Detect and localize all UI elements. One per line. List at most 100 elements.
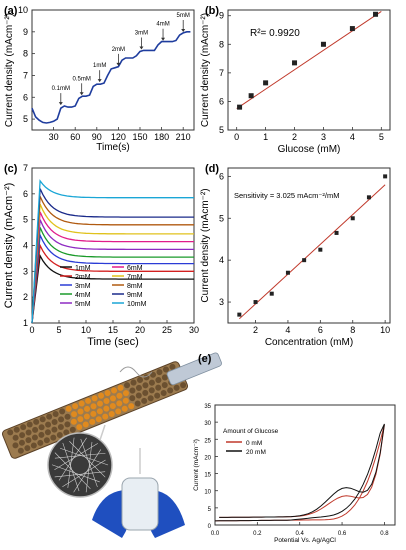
nanoparticle — [39, 416, 46, 423]
nanoparticle — [65, 405, 72, 412]
nanoparticle — [38, 424, 45, 431]
nanoparticle — [26, 421, 33, 428]
injection-arrowhead — [58, 102, 63, 106]
nanoparticle — [84, 405, 91, 412]
sensor-device — [121, 477, 159, 531]
y-tick-label: 8 — [23, 49, 28, 59]
legend-label: 8mM — [127, 283, 143, 290]
x-tick-label: 120 — [111, 132, 126, 142]
data-point — [292, 60, 298, 66]
nanoparticle — [137, 376, 144, 383]
x-tick-label: 10 — [380, 325, 390, 335]
nanoparticle — [109, 403, 116, 410]
nanoparticle — [20, 424, 27, 431]
panel-e: (e) 0.0 0.2 0.4 0.6 0.8 0 5 10 15 20 25 30 35 Potentia… — [193, 353, 396, 544]
series-line — [31, 188, 194, 324]
series-line — [31, 203, 194, 324]
series-line — [31, 219, 194, 324]
x-tick-label: 8 — [350, 325, 355, 335]
nanoparticle — [96, 408, 103, 415]
nanoparticle — [122, 397, 129, 404]
data-point — [334, 230, 339, 235]
cv-curve — [214, 423, 385, 522]
plot-frame — [31, 9, 195, 131]
nanoparticle — [57, 424, 64, 431]
nanoparticle — [141, 397, 148, 404]
nanoparticle — [116, 400, 123, 407]
nanoparticle — [70, 418, 77, 425]
injection-arrowhead — [116, 62, 121, 66]
nanoparticle — [98, 392, 105, 399]
nanoparticle — [90, 410, 97, 417]
x-tick-label: 90 — [92, 132, 102, 142]
x-tick-label: 0.2 — [253, 531, 262, 537]
nanoparticle — [30, 442, 37, 449]
nanoparticle — [43, 437, 50, 444]
y-axis-label: Current density (mAcm⁻²) — [4, 13, 15, 127]
y-tick-label: 8 — [219, 39, 224, 49]
y-tick-label: 6 — [219, 96, 224, 106]
sem-fiber — [85, 441, 93, 493]
x-tick-label: 30 — [49, 132, 59, 142]
x-tick-label: 4 — [350, 132, 355, 142]
nanoparticle — [83, 413, 90, 420]
nanoparticle — [45, 421, 52, 428]
series-line — [31, 179, 194, 324]
sem-fiber — [54, 452, 91, 490]
nanoparticle — [13, 426, 20, 433]
nanoparticle — [103, 398, 110, 405]
data-point — [373, 11, 379, 17]
nanoparticle — [72, 403, 79, 410]
nanoparticle — [162, 366, 169, 373]
y-tick-label: 6 — [219, 171, 224, 181]
y-tick-label: 35 — [204, 404, 211, 410]
r-squared-annotation: R²= 0.9920 — [250, 28, 300, 39]
x-tick-label: 0.0 — [211, 531, 220, 537]
injection-arrowhead — [161, 37, 166, 41]
nanoparticle — [147, 395, 154, 402]
plot-frame — [227, 9, 391, 131]
nanoparticle — [59, 408, 66, 415]
glove-left — [92, 490, 131, 538]
nanoparticle — [64, 413, 71, 420]
nanoparticle — [63, 429, 70, 436]
nanoparticle — [160, 390, 167, 397]
plot-frame — [214, 404, 396, 526]
y-tick-label: 5 — [23, 215, 28, 225]
nanoparticle — [129, 395, 136, 402]
y-tick-label: 4 — [23, 241, 28, 251]
injection-label: 5mM — [177, 13, 190, 19]
nanoparticle — [77, 416, 84, 423]
sem-fiber — [54, 452, 106, 459]
y-axis-label: Current (mAcm⁻²) — [193, 439, 200, 491]
legend-label: 3mM — [75, 283, 91, 290]
nanoparticle — [111, 387, 118, 394]
sem-fiber — [54, 443, 98, 470]
nanoparticle — [173, 384, 180, 391]
legend-label: 6mM — [127, 265, 143, 272]
sem-fiber — [62, 442, 80, 492]
injection-arrowhead — [97, 79, 102, 83]
sem-fiber — [67, 437, 75, 489]
x-tick-label: 25 — [162, 325, 172, 335]
nanoparticle — [148, 379, 155, 386]
electrode-rod — [2, 352, 222, 459]
inset-pointer — [99, 424, 106, 441]
nanoparticle — [77, 408, 84, 415]
molecule-sketch — [119, 366, 153, 378]
nanoparticle — [90, 403, 97, 410]
nanoparticle — [155, 384, 162, 391]
y-tick-label: 2 — [23, 292, 28, 302]
nanoparticle — [96, 400, 103, 407]
legend-label: 1mM — [75, 265, 91, 272]
series-line — [31, 227, 194, 324]
injection-label: 3mM — [135, 30, 148, 36]
nanoparticle — [50, 434, 57, 441]
x-tick-label: 30 — [189, 325, 199, 335]
nanoparticle — [169, 363, 176, 370]
nanoparticle — [161, 382, 168, 389]
y-tick-label: 0 — [208, 524, 212, 530]
sem-inset — [47, 432, 113, 498]
data-point — [350, 216, 355, 221]
